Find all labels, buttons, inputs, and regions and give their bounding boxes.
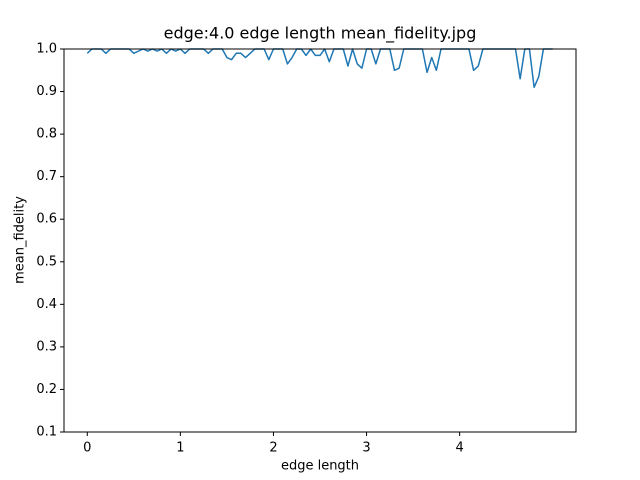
x-tick-label: 1 [176,441,184,456]
y-tick-label: 0.6 [36,212,57,227]
x-tick-label: 0 [83,441,91,456]
x-axis-label: edge length [281,459,359,474]
y-tick-label: 0.9 [36,84,57,99]
y-axis-label: mean_fidelity [13,196,28,284]
data-line [86,48,553,89]
x-tick-label: 2 [269,441,277,456]
y-tick-label: 1.0 [36,42,57,57]
y-tick-label: 0.1 [36,425,57,440]
y-tick-label: 0.5 [36,254,57,269]
chart-title: edge:4.0 edge length mean_fidelity.jpg [164,24,477,44]
plot-frame [63,48,577,433]
y-tick-label: 0.2 [36,382,57,397]
y-tick-label: 0.3 [36,339,57,354]
x-tick-label: 3 [362,441,370,456]
y-tick-label: 0.8 [36,127,57,142]
x-tick-label: 4 [455,441,463,456]
y-tick-label: 0.4 [36,297,57,312]
y-tick-label: 0.7 [36,169,57,184]
